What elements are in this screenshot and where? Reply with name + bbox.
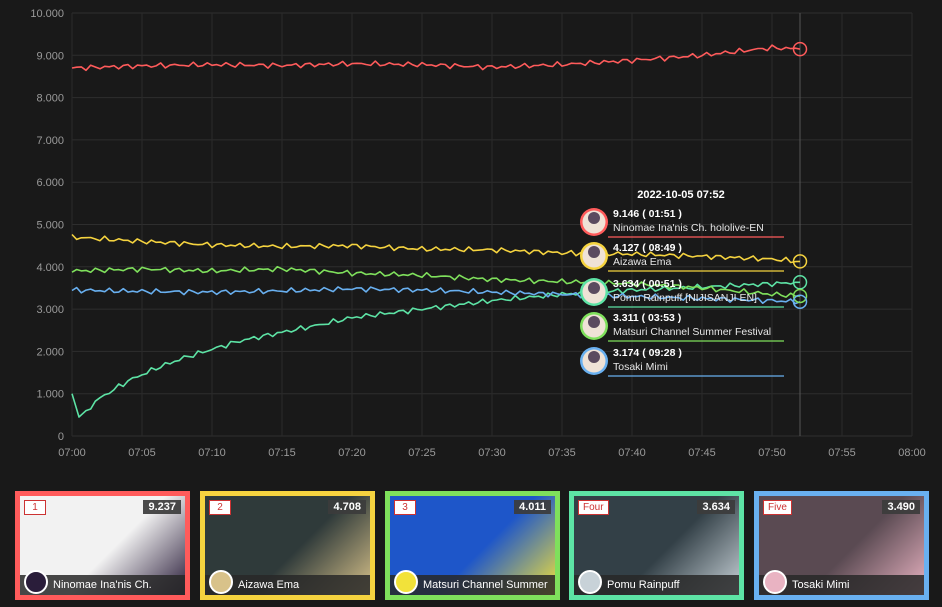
viewer-count: 4.011 — [514, 500, 551, 514]
channel-avatar — [763, 570, 787, 594]
stream-card[interactable]: 3 4.011 Matsuri Channel Summer — [385, 491, 560, 600]
series-line — [71, 286, 801, 305]
x-tick-label: 07:10 — [198, 447, 226, 459]
tooltip-avatar-hair — [588, 282, 600, 294]
x-tick-label: 07:30 — [478, 447, 506, 459]
channel-avatar — [578, 570, 602, 594]
tooltip-avatar-hair — [588, 246, 600, 258]
tooltip-entry: 4.127 ( 08:49 ) Aizawa Ema — [580, 242, 784, 272]
y-axis: 0 1.000 2.000 3.000 4.000 5.000 6.000 7.000 8.00… — [30, 8, 64, 443]
x-tick-label: 08:00 — [898, 447, 926, 459]
tooltip-name: Matsuri Channel Summer Festival — [613, 326, 771, 338]
series-line — [71, 281, 800, 418]
tooltip-value: 3.634 ( 00:51 ) — [613, 278, 682, 290]
tooltip-value: 3.174 ( 09:28 ) — [613, 347, 682, 359]
series-lines — [71, 44, 801, 418]
tooltip-entry: 9.146 ( 01:51 ) Ninomae Ina'nis Ch. holol… — [580, 208, 784, 238]
series-line — [71, 44, 801, 72]
rank-badge: 1 — [24, 500, 46, 515]
stream-card[interactable]: 1 9.237 Ninomae Ina'nis Ch. — [15, 491, 190, 600]
series-end-markers — [792, 41, 808, 309]
stream-card[interactable]: Four 3.634 Pomu Rainpuff — [569, 491, 744, 600]
line-chart: 0 1.000 2.000 3.000 4.000 5.000 6.000 7.000 8.00… — [30, 8, 926, 459]
x-axis: 07:00 07:05 07:10 07:15 07:20 07:25 07:30 07:35… — [58, 447, 926, 459]
viewer-count: 3.490 — [882, 500, 920, 514]
x-tick-label: 07:45 — [688, 447, 716, 459]
y-tick-label: 7.000 — [36, 135, 64, 147]
viewer-count: 3.634 — [697, 500, 735, 514]
channel-name: Pomu Rainpuff — [574, 575, 739, 595]
y-tick-label: 2.000 — [36, 346, 64, 358]
y-tick-label: 6.000 — [36, 177, 64, 189]
tooltip-entry: 3.174 ( 09:28 ) Tosaki Mimi — [580, 347, 784, 377]
y-tick-label: 3.000 — [36, 304, 64, 316]
tooltip-avatar-hair — [588, 351, 600, 363]
x-tick-label: 07:50 — [758, 447, 786, 459]
tooltip-name: Aizawa Ema — [613, 256, 672, 268]
channel-avatar — [394, 570, 418, 594]
channel-name: Matsuri Channel Summer — [390, 575, 555, 595]
x-tick-label: 07:15 — [268, 447, 296, 459]
rank-badge: Four — [578, 500, 609, 515]
y-tick-label: 1.000 — [36, 389, 64, 401]
series-end-marker — [792, 294, 808, 309]
tooltip-name: Tosaki Mimi — [613, 361, 668, 373]
viewer-count: 9.237 — [143, 500, 181, 514]
tooltip-name: Ninomae Ina'nis Ch. hololive-EN — [613, 222, 764, 234]
channel-name: Tosaki Mimi — [759, 575, 924, 595]
tooltip-value: 3.311 ( 03:53 ) — [613, 312, 681, 324]
viewer-count: 4.708 — [328, 500, 366, 514]
x-tick-label: 07:00 — [58, 447, 86, 459]
x-tick-label: 07:25 — [408, 447, 436, 459]
x-tick-label: 07:35 — [548, 447, 576, 459]
y-tick-label: 5.000 — [36, 220, 64, 232]
channel-name: Aizawa Ema — [205, 575, 370, 595]
channel-avatar — [209, 570, 233, 594]
rank-badge: 3 — [394, 500, 416, 515]
y-tick-label: 4.000 — [36, 262, 64, 274]
tooltip-entry: 3.311 ( 03:53 ) Matsuri Channel Summer Fe… — [580, 312, 784, 342]
tooltip-value: 4.127 ( 08:49 ) — [613, 242, 682, 254]
x-tick-label: 07:05 — [128, 447, 156, 459]
x-tick-label: 07:40 — [618, 447, 646, 459]
series-end-marker — [792, 41, 808, 57]
stream-card[interactable]: Five 3.490 Tosaki Mimi — [754, 491, 929, 600]
chart-grid — [71, 12, 913, 437]
tooltip-avatar-hair — [588, 316, 600, 328]
x-tick-label: 07:55 — [828, 447, 856, 459]
y-tick-label: 9.000 — [36, 50, 64, 62]
tooltip-name: Pomu Rainpuff [NIJISANJI EN] — [613, 292, 757, 304]
hover-tooltip: 2022-10-05 07:52 9.146 ( 01:51 ) Ninomae … — [580, 189, 784, 377]
x-tick-label: 07:20 — [338, 447, 366, 459]
tooltip-title: 2022-10-05 07:52 — [637, 189, 724, 201]
stream-card[interactable]: 2 4.708 Aizawa Ema — [200, 491, 375, 600]
y-tick-label: 8.000 — [36, 93, 64, 105]
y-tick-label: 0 — [58, 431, 64, 443]
channel-avatar — [24, 570, 48, 594]
tooltip-avatar-hair — [588, 212, 600, 224]
rank-badge: 2 — [209, 500, 231, 515]
y-tick-label: 10.000 — [30, 8, 64, 20]
series-end-marker — [792, 254, 808, 269]
series-line — [71, 265, 801, 298]
top-streams-row: 1 9.237 Ninomae Ina'nis Ch. 2 4.708 Aizawa Em… — [0, 488, 942, 600]
series-line — [71, 233, 801, 264]
tooltip-entry: 3.634 ( 00:51 ) Pomu Rainpuff [NIJISANJI … — [580, 278, 784, 308]
channel-name: Ninomae Ina'nis Ch. — [20, 575, 185, 595]
series-end-marker — [792, 288, 808, 304]
rank-badge: Five — [763, 500, 792, 515]
tooltip-value: 9.146 ( 01:51 ) — [613, 208, 682, 220]
